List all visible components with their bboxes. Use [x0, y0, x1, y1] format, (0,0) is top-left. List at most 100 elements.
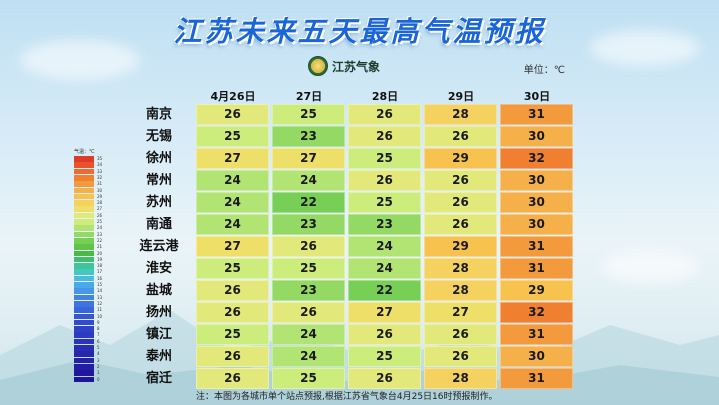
cloud-decoration — [20, 40, 140, 80]
temperature-cell: 23 — [272, 126, 345, 147]
temperature-cell: 26 — [272, 302, 345, 323]
city-label: 盐城 — [145, 283, 172, 298]
temperature-cell: 24 — [348, 236, 421, 257]
temperature-cell: 31 — [500, 236, 573, 257]
temperature-cell: 30 — [500, 170, 573, 191]
temperature-cell: 24 — [272, 324, 345, 345]
temperature-cell: 31 — [500, 258, 573, 279]
legend-label: 10 — [97, 313, 103, 319]
temperature-cell: 26 — [196, 302, 269, 323]
legend-swatch — [74, 357, 94, 364]
legend-swatch — [74, 275, 94, 282]
temperature-cell: 26 — [424, 192, 497, 213]
city-label: 南京 — [145, 107, 172, 122]
day-header: 28日 — [371, 90, 399, 103]
logo-name: 江苏气象 — [332, 59, 381, 74]
legend-swatch — [74, 200, 94, 206]
legend-swatch — [74, 370, 94, 376]
legend-swatch — [74, 282, 94, 288]
legend-swatch — [74, 319, 94, 326]
temperature-cell: 26 — [196, 280, 269, 301]
temperature-cell: 24 — [196, 170, 269, 191]
city-label: 连云港 — [139, 239, 179, 254]
legend-label: 23 — [97, 231, 103, 237]
city-label: 宿迁 — [145, 371, 172, 386]
temperature-cell: 31 — [500, 104, 573, 125]
temperature-cell: 30 — [500, 192, 573, 213]
temperature-cell: 24 — [272, 170, 345, 191]
temperature-cell: 22 — [348, 280, 421, 301]
temperature-cell: 25 — [272, 258, 345, 279]
city-label: 徐州 — [145, 151, 172, 166]
city-label: 淮安 — [145, 261, 172, 276]
legend-swatch — [74, 162, 94, 168]
legend-swatch — [74, 263, 94, 269]
city-label: 泰州 — [145, 349, 172, 364]
legend-swatch — [74, 326, 94, 332]
legend-label: 6 — [97, 338, 100, 344]
legend-swatch — [74, 300, 94, 307]
day-headers: 4月26日 27日 28日 29日 30日 — [196, 88, 576, 103]
temperature-cell: 30 — [500, 346, 573, 367]
temperature-cell: 30 — [500, 126, 573, 147]
weather-bureau-emblem-icon — [308, 56, 328, 76]
temperature-cell: 25 — [348, 148, 421, 169]
legend-label: 33 — [97, 168, 103, 174]
legend-swatch — [74, 231, 94, 238]
legend-swatch — [74, 338, 94, 345]
temperature-cell: 24 — [196, 192, 269, 213]
temperature-cell: 25 — [348, 192, 421, 213]
temperature-cell: 26 — [424, 214, 497, 235]
legend-label: 9 — [97, 319, 100, 325]
temperature-grid: 26 25 26 28 31 25 23 26 26 30 27 27 25 29 32 24 24 26 26 30… — [196, 104, 576, 389]
legend-swatch — [74, 250, 94, 257]
temperature-cell: 26 — [272, 236, 345, 257]
page-title: 江苏未来五天最高气温预报 — [173, 15, 546, 48]
legend-label: 11 — [97, 307, 103, 313]
legend-label: 20 — [97, 250, 103, 256]
temperature-cell: 31 — [500, 368, 573, 389]
temperature-cell: 26 — [424, 324, 497, 345]
temperature-cell: 25 — [196, 258, 269, 279]
temperature-cell: 29 — [424, 148, 497, 169]
temperature-cell: 28 — [424, 368, 497, 389]
temperature-cell: 26 — [196, 368, 269, 389]
legend-label: 13 — [97, 294, 103, 300]
temperature-cell: 25 — [272, 368, 345, 389]
logo: 江苏气象 — [308, 56, 380, 76]
legend-label: 28 — [97, 200, 103, 206]
cloud-decoration — [590, 30, 700, 66]
legend-label: 22 — [97, 237, 103, 243]
legend-swatch — [74, 269, 94, 276]
city-label: 南通 — [145, 217, 172, 232]
temperature-cell: 27 — [272, 148, 345, 169]
temperature-cell: 31 — [500, 324, 573, 345]
temperature-cell: 27 — [424, 302, 497, 323]
unit-label: 单位：℃ — [523, 65, 565, 76]
legend-label: 12 — [97, 300, 103, 306]
legend-label: 15 — [97, 282, 103, 287]
legend-swatch — [74, 206, 94, 213]
temperature-cell: 26 — [348, 104, 421, 125]
legend-label: 18 — [97, 263, 103, 269]
legend-label: 8 — [97, 326, 100, 332]
city-label: 扬州 — [145, 305, 172, 320]
temperature-cell: 25 — [196, 126, 269, 147]
temperature-cell: 22 — [272, 192, 345, 213]
legend-swatch — [74, 294, 94, 301]
temperature-cell: 26 — [348, 170, 421, 191]
legend-label: 34 — [97, 162, 103, 168]
temperature-cell: 32 — [500, 302, 573, 323]
legend-swatch — [74, 345, 94, 351]
city-label: 无锡 — [145, 129, 172, 144]
legend-label: 5 — [97, 345, 100, 350]
legend-label: 21 — [97, 244, 103, 250]
legend-label: 3 — [97, 357, 100, 363]
legend-swatch — [74, 181, 94, 187]
temperature-cell: 24 — [272, 346, 345, 367]
temperature-cell: 25 — [196, 324, 269, 345]
legend-label: 0 — [97, 376, 100, 382]
temperature-cell: 28 — [424, 280, 497, 301]
temperature-cell: 26 — [424, 126, 497, 147]
legend-label: 30 — [97, 187, 103, 193]
